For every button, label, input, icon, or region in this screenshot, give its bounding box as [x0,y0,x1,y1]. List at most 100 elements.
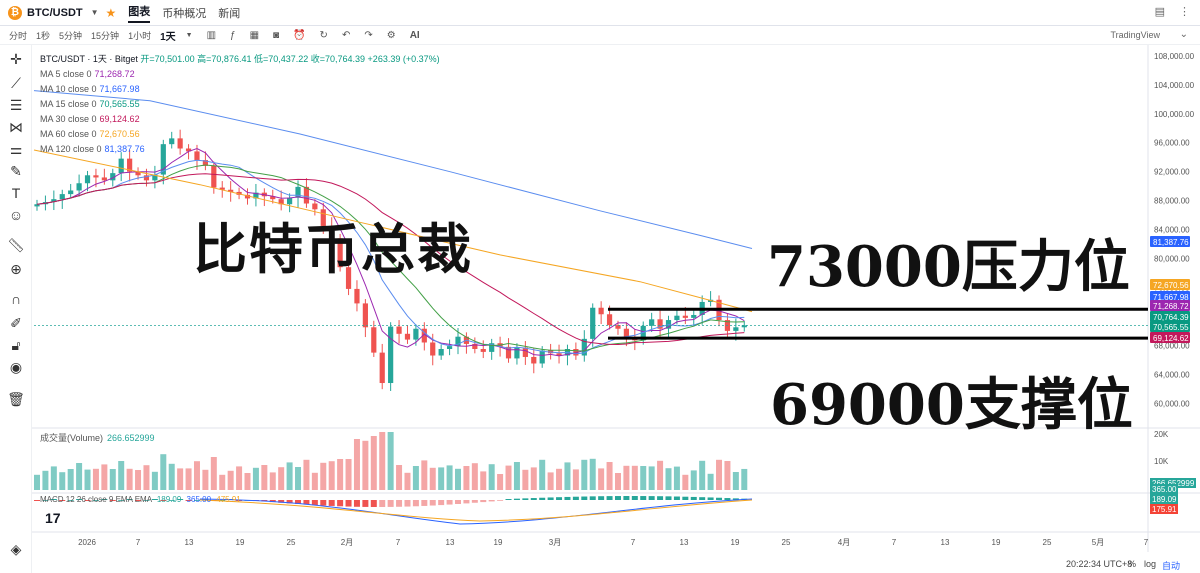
more-icon[interactable]: ⋮ [1179,6,1190,18]
redo-icon[interactable]: ↷ [364,29,373,41]
candle [430,342,436,356]
candle [421,328,427,343]
layers-icon[interactable]: ◈ [10,541,22,557]
horizontal-lines-icon[interactable]: ☰ [9,97,23,113]
macd-bar [623,496,630,500]
ma-row[interactable]: MA 120 close 0 81,387.76 [40,144,145,154]
ma-line [36,147,745,357]
ma-row[interactable]: MA 30 close 0 69,124.62 [40,114,140,124]
fib-icon[interactable]: ⚌ [9,141,23,157]
lock-drawing-icon[interactable]: ✐ [10,315,22,331]
tab-news[interactable]: 新闻 [218,7,241,20]
ma-row[interactable]: MA 15 close 0 70,565.55 [40,99,140,109]
interval-tick[interactable]: 分时 [9,30,28,41]
volume-bar [261,465,268,490]
pattern-icon[interactable]: ⋈ [9,119,23,135]
macd-badge-text: 189.09 [1152,495,1177,504]
volume-bar [564,462,571,490]
interval-15m[interactable]: 15分钟 [91,30,120,41]
ruler-icon[interactable]: 📏︎ [7,237,25,253]
chevron-down-icon[interactable]: ▼ [185,31,193,39]
macd-bar [278,500,285,503]
macd-bar [320,500,327,506]
ma-row[interactable]: MA 60 close 0 72,670.56 [40,129,140,139]
brush-icon[interactable]: ✎ [10,163,22,179]
settings-icon[interactable]: ⚙ [386,29,396,41]
undo-icon[interactable]: ↶ [341,29,351,41]
interval-1h[interactable]: 1小时 [128,30,152,41]
macd-bar [707,497,714,500]
symbol-name[interactable]: BTC/USDT [27,6,83,19]
macd-line [199,498,753,525]
volume-bar [505,465,512,490]
tab-chart[interactable]: 图表 [128,3,151,23]
emoji-icon[interactable]: ☺ [8,207,24,223]
percent-toggle[interactable]: % [1128,559,1137,569]
chevron-down-icon[interactable]: ▼ [90,8,99,17]
ma-line [36,173,745,346]
ma-row[interactable]: MA 10 close 0 71,667.98 [40,84,140,94]
volume-bar [623,465,630,490]
auto-toggle[interactable]: 自动 [1162,561,1181,571]
magnet-icon[interactable]: ∩ [10,291,22,307]
crosshair-icon[interactable]: ✛ [10,51,22,67]
macd-bar [92,500,99,501]
volume-bar [202,469,209,490]
interval-1d[interactable]: 1天 [160,31,176,43]
price-badge-text: 70,565.55 [1153,323,1189,332]
candle [127,158,133,172]
price-badge [1150,300,1190,311]
time-tick: 4月 [838,538,850,547]
macd-bar [126,499,133,500]
ai-icon[interactable]: AI [409,29,420,41]
candle [598,307,604,315]
macd-badge [1150,504,1178,514]
camera-icon[interactable]: ◙ [273,29,280,41]
macd-bar [135,500,142,501]
macd-bar [337,500,344,507]
volume-bar [42,470,49,490]
macd-bar [480,500,487,503]
trend-line-icon[interactable]: ⟋ [11,75,21,91]
candle [556,353,562,356]
indicators-icon[interactable]: ƒ [230,29,236,41]
overlay-title: 比特币总裁 [193,218,473,281]
eye-icon[interactable]: ◉ [9,359,23,375]
macd-bar [614,496,621,500]
chart-legend: BTC/USDT · 1天 · Bitget 开=70,501.00 高=70,… [40,52,440,157]
macd-bar [724,498,731,500]
collapse-icon[interactable]: ⌄ [1179,29,1188,40]
trash-icon[interactable]: 🗑︎ [7,391,25,407]
macd-bar [455,500,461,504]
text-icon[interactable]: T [11,185,21,201]
macd-bar [303,500,310,505]
candle [253,192,259,199]
tab-coin-overview[interactable]: 币种概况 [162,7,207,20]
tradingview-logo: 17 [45,510,61,526]
interval-1s[interactable]: 1秒 [36,30,51,41]
volume-bar [151,471,158,490]
candle [455,336,461,347]
volume-bar [269,472,276,490]
volume-bar [480,471,487,490]
price-badge [1150,321,1190,332]
bottom-bar: 20:22:34 UTC+8 % log 自动 [0,552,1200,573]
lock-icon[interactable]: 🔓︎ [11,337,21,353]
alert-icon[interactable]: ⏰ [293,29,306,41]
time-tick: 25 [287,538,296,547]
zoom-in-icon[interactable]: ⊕ [10,261,22,277]
clock: 20:22:34 UTC+8 [1066,559,1133,569]
replay-icon[interactable]: ↻ [319,29,328,41]
macd-bar [412,500,419,507]
candle [539,350,545,364]
document-icon[interactable]: ▤ [1154,6,1165,18]
interval-5m[interactable]: 5分钟 [59,30,83,41]
star-icon[interactable]: ★ [105,5,117,20]
templates-icon[interactable]: ▦ [249,29,260,41]
ma-row[interactable]: MA 5 close 0 71,268.72 [40,69,135,79]
time-tick: 5月 [1092,538,1104,547]
log-toggle[interactable]: log [1144,559,1157,569]
candle-type-icon[interactable]: ▥ [206,29,217,41]
macd-bar [665,496,672,500]
